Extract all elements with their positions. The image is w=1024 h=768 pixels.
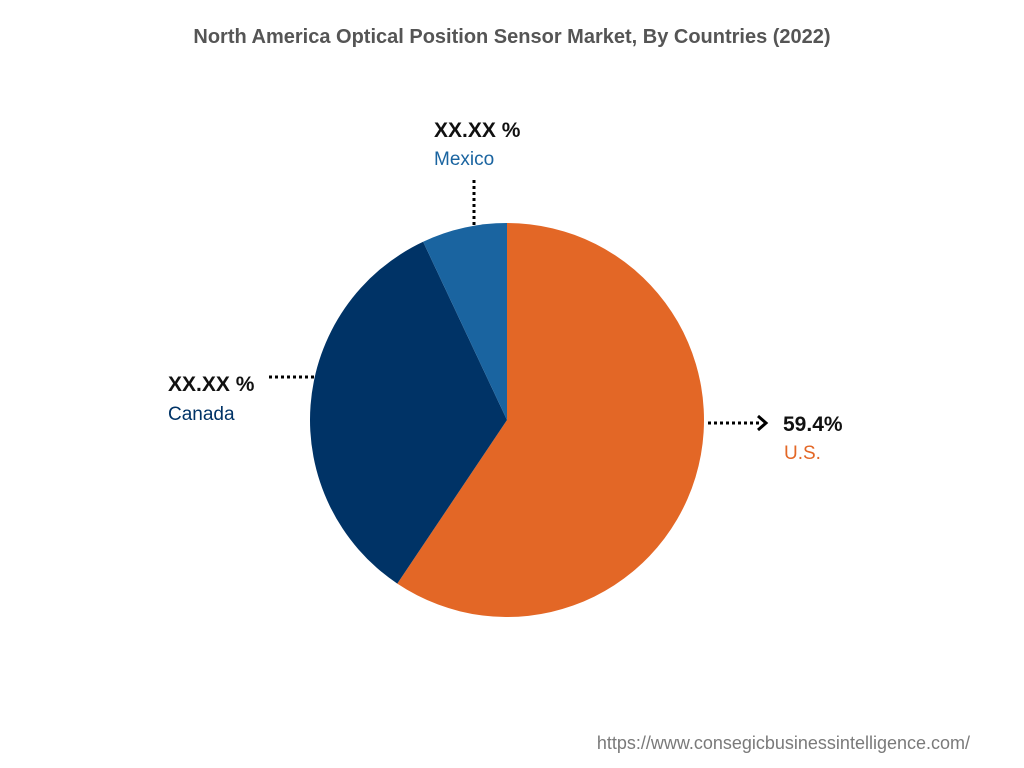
callout-canada: XX.XX % Canada xyxy=(168,373,315,425)
arrow-head-icon xyxy=(757,414,769,432)
callout-mexico: XX.XX % Mexico xyxy=(434,119,521,226)
pie-slice-us xyxy=(397,223,705,617)
data-label-canada-name: Canada xyxy=(168,404,235,425)
data-label-us-value: 59.4% xyxy=(783,413,843,436)
data-label-us-name: U.S. xyxy=(784,443,821,464)
pie-slice-mexico xyxy=(423,223,507,420)
data-label-mexico-value: XX.XX % xyxy=(434,119,521,142)
pie-slice-canada xyxy=(310,241,507,584)
callout-us: 59.4% U.S. xyxy=(708,413,843,464)
source-url: https://www.consegicbusinessintelligence… xyxy=(596,733,970,753)
data-label-canada-value: XX.XX % xyxy=(168,373,255,396)
data-label-mexico-name: Mexico xyxy=(434,149,494,170)
chart-title: North America Optical Position Sensor Ma… xyxy=(193,26,831,48)
